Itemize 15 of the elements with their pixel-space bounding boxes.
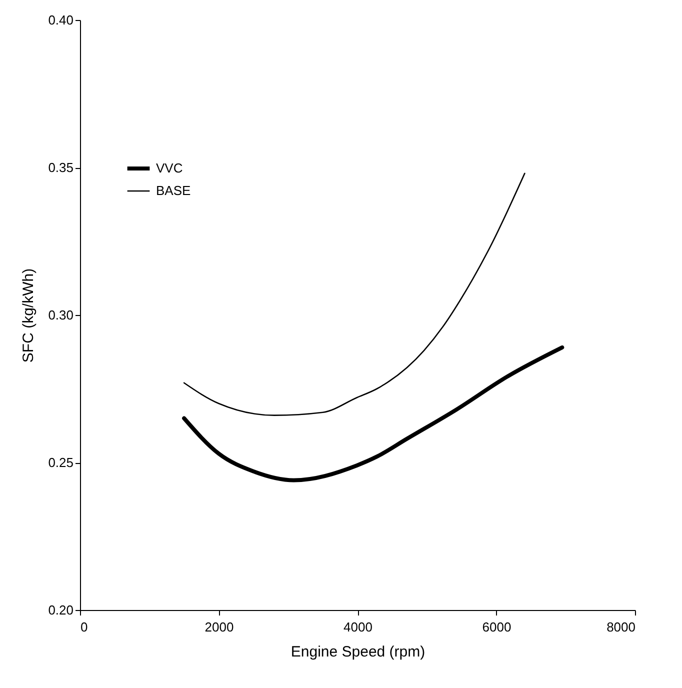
line-series [182,345,564,482]
y-tick-label: 0.25 [48,455,74,470]
legend-label: BASE [156,183,192,198]
y-tick-label: 0.20 [48,602,74,618]
x-axis-title: Engine Speed (rpm) [290,644,426,660]
y-tick-label: 0.40 [48,12,74,28]
x-tick-label: 8000 [606,620,636,634]
y-tick-label: 0.35 [48,160,74,175]
x-tick-label: 2000 [204,620,234,634]
y-axis-title: SFC (kg/kWh) [20,268,38,363]
x-tick-label: 0 [80,620,88,634]
legend-label: VVC [156,160,183,176]
x-tick-label: 4000 [344,620,372,634]
x-tick-label: 6000 [482,620,512,634]
y-tick-label: 0.30 [48,308,74,322]
